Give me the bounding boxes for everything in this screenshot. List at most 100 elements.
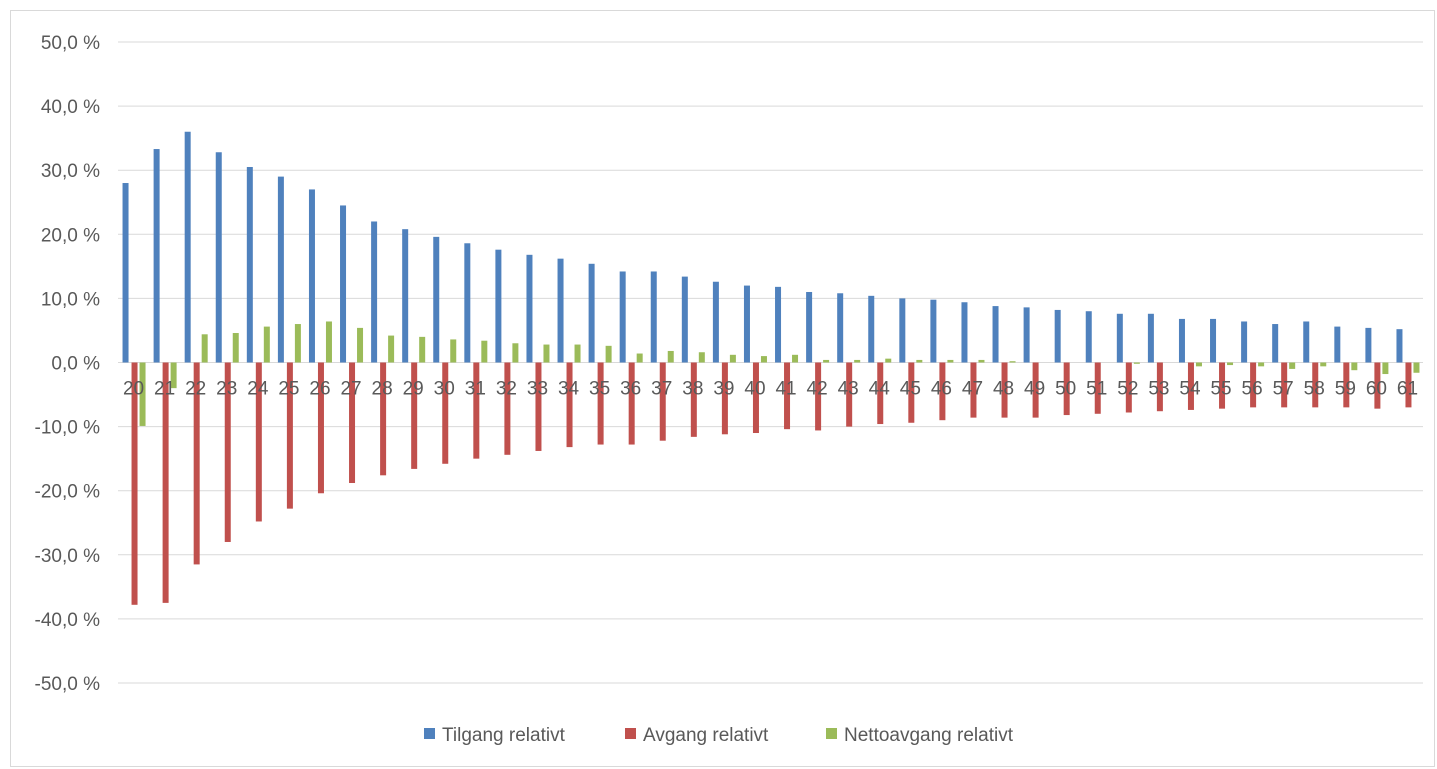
bar-nettoavgang-relativt-30	[450, 339, 457, 363]
y-tick-label: -50,0 %	[35, 674, 101, 695]
x-axis-category-labels: 20 21 22 23 24 25 26 27 28 29 30 31 32 33 34 35 36 37 38 39…	[123, 379, 1418, 400]
x-category-label: 53	[1148, 379, 1169, 400]
bar-avgang-relativt-32	[504, 362, 511, 455]
bar-nettoavgang-relativt-24	[263, 326, 270, 363]
y-tick-label: 10,0 %	[41, 289, 100, 310]
bar-avgang-relativt-25	[286, 362, 293, 509]
bar-nettoavgang-relativt-34	[574, 344, 581, 363]
y-tick-label: 0,0 %	[51, 354, 100, 375]
bar-tilgang-relativt-50	[1054, 309, 1061, 363]
bar-tilgang-relativt-47	[961, 302, 968, 363]
bar-tilgang-relativt-35	[588, 263, 595, 363]
bar-avgang-relativt-56	[1250, 362, 1257, 408]
bar-nettoavgang-relativt-22	[201, 334, 208, 363]
chart-frame	[10, 10, 1435, 767]
bar-avgang-relativt-61	[1405, 362, 1412, 408]
bar-avgang-relativt-31	[473, 362, 480, 459]
bar-nettoavgang-relativt-29	[419, 336, 426, 363]
bar-tilgang-relativt-30	[433, 236, 440, 363]
x-category-label: 33	[527, 379, 548, 400]
bar-avgang-relativt-49	[1032, 362, 1039, 418]
bar-nettoavgang-relativt-20	[139, 362, 146, 426]
bar-nettoavgang-relativt-37	[667, 350, 674, 363]
bar-tilgang-relativt-36	[619, 271, 626, 363]
bar-nettoavgang-relativt-42	[823, 359, 830, 363]
bar-nettoavgang-relativt-25	[294, 324, 301, 363]
bar-tilgang-relativt-49	[1023, 307, 1030, 363]
bar-tilgang-relativt-40	[743, 285, 750, 363]
bar-nettoavgang-relativt-31	[481, 340, 488, 363]
bar-nettoavgang-relativt-26	[325, 321, 332, 363]
bar-tilgang-relativt-24	[246, 166, 253, 363]
legend: Tilgang relativt Avgang relativt Nettoavga…	[424, 725, 1014, 746]
bar-nettoavgang-relativt-43	[854, 359, 861, 363]
y-tick-label: 30,0 %	[41, 161, 100, 182]
bar-avgang-relativt-35	[597, 362, 604, 445]
bar-avgang-relativt-23	[224, 362, 231, 542]
bar-avgang-relativt-41	[784, 362, 791, 430]
bar-tilgang-relativt-55	[1210, 318, 1217, 363]
x-category-label: 49	[1024, 379, 1045, 400]
legend-swatch	[424, 728, 435, 739]
x-category-label: 39	[713, 379, 734, 400]
bar-tilgang-relativt-39	[712, 281, 719, 363]
y-tick-label: -10,0 %	[35, 418, 101, 439]
legend-label: Avgang relativt	[643, 725, 769, 746]
bar-avgang-relativt-57	[1281, 362, 1288, 408]
bar-nettoavgang-relativt-23	[232, 333, 239, 363]
x-category-label: 22	[185, 379, 206, 400]
bar-avgang-relativt-33	[535, 362, 542, 451]
bar-nettoavgang-relativt-35	[605, 345, 612, 363]
x-category-label: 57	[1273, 379, 1294, 400]
bar-nettoavgang-relativt-39	[729, 354, 736, 363]
bar-avgang-relativt-59	[1343, 362, 1350, 408]
x-category-label: 58	[1304, 379, 1325, 400]
bar-avgang-relativt-58	[1312, 362, 1319, 408]
bar-tilgang-relativt-59	[1334, 326, 1341, 363]
bar-tilgang-relativt-41	[775, 286, 782, 363]
y-tick-label: -30,0 %	[35, 546, 101, 567]
x-category-label: 26	[309, 379, 330, 400]
bar-avgang-relativt-42	[815, 362, 822, 431]
x-category-label: 29	[403, 379, 424, 400]
bar-avgang-relativt-30	[442, 362, 449, 464]
bar-avgang-relativt-46	[939, 362, 946, 421]
bar-tilgang-relativt-60	[1365, 327, 1372, 363]
bar-tilgang-relativt-46	[930, 299, 937, 363]
legend-swatch	[826, 728, 837, 739]
legend-swatch	[625, 728, 636, 739]
bar-avgang-relativt-45	[908, 362, 915, 423]
x-category-label: 24	[247, 379, 269, 400]
x-category-label: 42	[807, 379, 828, 400]
bar-avgang-relativt-55	[1219, 362, 1226, 409]
x-category-label: 31	[465, 379, 486, 400]
bar-tilgang-relativt-20	[122, 183, 129, 363]
bar-avgang-relativt-22	[193, 362, 200, 565]
bar-tilgang-relativt-26	[308, 189, 315, 363]
y-tick-label: 20,0 %	[41, 225, 100, 246]
bar-avgang-relativt-26	[317, 362, 324, 494]
bar-avgang-relativt-34	[566, 362, 573, 448]
legend-label: Tilgang relativt	[442, 725, 566, 746]
x-category-label: 25	[278, 379, 299, 400]
bar-nettoavgang-relativt-41	[792, 354, 799, 363]
bar-tilgang-relativt-22	[184, 131, 191, 363]
x-category-label: 52	[1117, 379, 1138, 400]
legend-label: Nettoavgang relativt	[844, 725, 1014, 746]
bar-tilgang-relativt-27	[340, 205, 347, 363]
bar-nettoavgang-relativt-56	[1258, 362, 1265, 367]
bar-nettoavgang-relativt-36	[636, 353, 643, 363]
bar-tilgang-relativt-54	[1178, 318, 1185, 363]
bar-nettoavgang-relativt-45	[916, 359, 923, 363]
x-category-label: 21	[154, 379, 175, 400]
bar-nettoavgang-relativt-58	[1320, 362, 1327, 367]
x-category-label: 61	[1397, 379, 1418, 400]
x-category-label: 28	[372, 379, 393, 400]
bar-nettoavgang-relativt-28	[388, 335, 395, 363]
bar-tilgang-relativt-38	[681, 276, 688, 363]
bar-avgang-relativt-27	[349, 362, 356, 484]
x-category-label: 32	[496, 379, 517, 400]
bar-nettoavgang-relativt-60	[1382, 362, 1389, 375]
x-category-label: 55	[1210, 379, 1231, 400]
